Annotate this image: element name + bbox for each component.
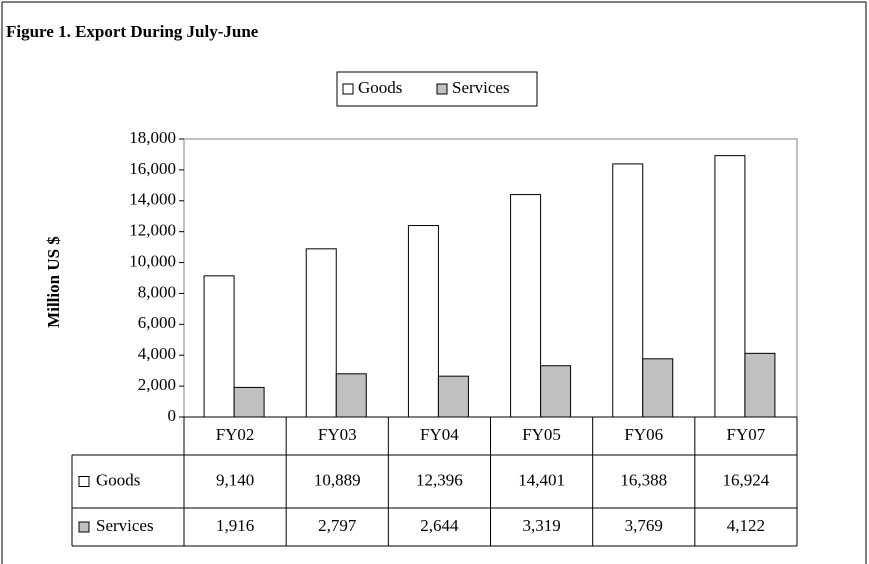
table-cell: 2,797 <box>318 516 357 535</box>
y-tick-label: 18,000 <box>129 128 176 147</box>
y-tick-label: 6,000 <box>138 313 176 332</box>
table-cell: 2,644 <box>420 516 459 535</box>
x-tick-label: FY06 <box>624 425 663 444</box>
plot-area <box>183 138 798 418</box>
bar <box>540 365 572 418</box>
y-tick-label: 14,000 <box>129 190 176 209</box>
legend-key <box>342 83 354 95</box>
y-tick-label: 12,000 <box>129 221 176 240</box>
bar <box>407 225 439 418</box>
x-tick-label: FY02 <box>216 425 255 444</box>
legend-label: Goods <box>358 78 402 97</box>
y-tick-label: 8,000 <box>138 282 176 301</box>
table-cell: 1,916 <box>216 516 254 535</box>
chart-title: Figure 1. Export During July-June <box>6 22 259 41</box>
y-tick-label: 2,000 <box>138 375 176 394</box>
bar <box>305 248 337 418</box>
bar <box>335 373 367 418</box>
table-cell: 3,769 <box>625 516 663 535</box>
table-row-label: Services <box>96 516 154 535</box>
legend-label: Services <box>452 78 510 97</box>
y-tick-label: 4,000 <box>138 344 176 363</box>
x-tick-label: FY05 <box>522 425 561 444</box>
x-tick-label: FY03 <box>318 425 357 444</box>
table-key <box>78 521 90 533</box>
table-cell: 4,122 <box>727 516 765 535</box>
bar <box>714 155 746 418</box>
table-cell: 3,319 <box>522 516 560 535</box>
bar <box>744 352 776 418</box>
y-tick-label: 10,000 <box>129 251 176 270</box>
table-row-label: Goods <box>96 470 140 489</box>
table-cell: 10,889 <box>314 470 361 489</box>
y-tick-label: 16,000 <box>129 159 176 178</box>
y-axis-label: Million US $ <box>44 236 63 328</box>
table-cell: 16,388 <box>620 470 667 489</box>
bar <box>510 194 542 418</box>
y-tick-label: 0 <box>168 406 177 425</box>
x-tick-label: FY07 <box>727 425 766 444</box>
table-key <box>78 476 90 487</box>
bar <box>203 275 235 418</box>
x-tick-label: FY04 <box>420 425 459 444</box>
table-cell: 16,924 <box>723 470 770 489</box>
bar <box>437 375 469 418</box>
table-cell: 14,401 <box>518 470 565 489</box>
bar <box>642 358 674 418</box>
bar <box>233 386 265 418</box>
legend-key <box>436 83 448 95</box>
bar <box>612 163 644 418</box>
table-cell: 12,396 <box>416 470 463 489</box>
table-cell: 9,140 <box>216 470 254 489</box>
